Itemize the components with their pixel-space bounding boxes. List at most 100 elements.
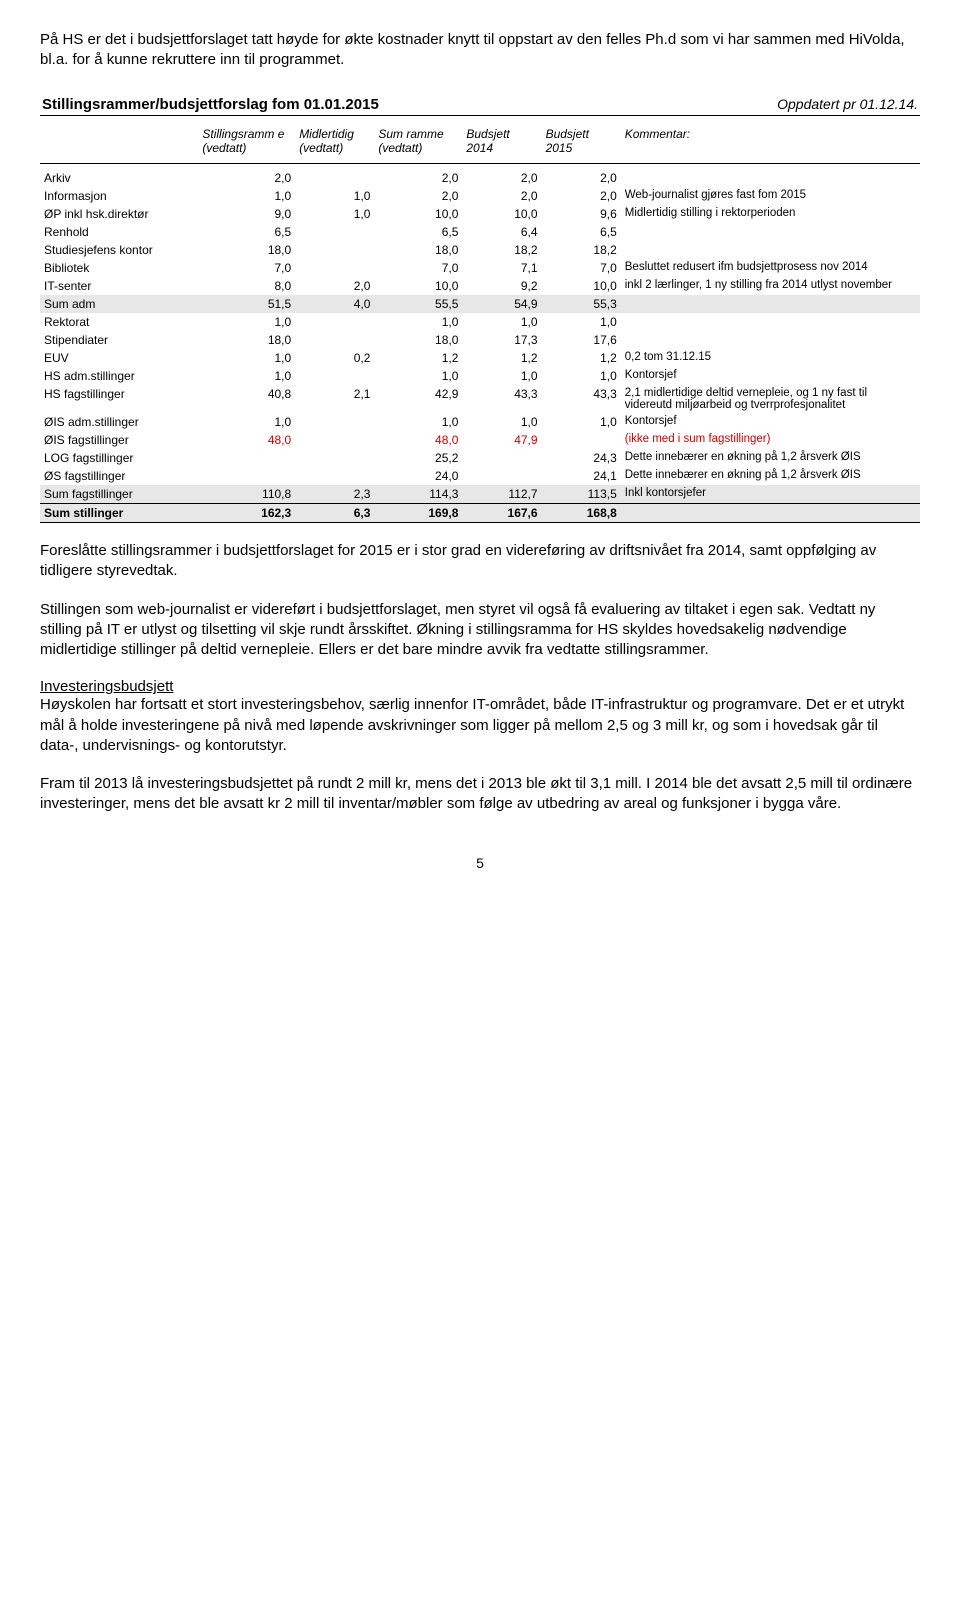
table-cell: 55,3 (542, 295, 621, 313)
table-cell: 1,2 (542, 349, 621, 367)
table-cell (295, 367, 374, 385)
table-cell: 43,3 (462, 385, 541, 413)
table-cell: 9,6 (542, 205, 621, 223)
table-cell (621, 331, 920, 349)
table-cell: Kontorsjef (621, 367, 920, 385)
table-cell: Informasjon (40, 187, 198, 205)
table-cell: 1,0 (198, 367, 295, 385)
table-cell: HS fagstillinger (40, 385, 198, 413)
table-cell (295, 241, 374, 259)
table-cell: 10,0 (374, 277, 462, 295)
th-kommentar: Kommentar: (621, 119, 920, 164)
table-cell: 1,0 (462, 313, 541, 331)
table-cell: 113,5 (542, 485, 621, 504)
table-row: HS adm.stillinger1,01,01,01,0Kontorsjef (40, 367, 920, 385)
table-cell: 10,0 (374, 205, 462, 223)
table-cell: 167,6 (462, 504, 541, 523)
table-cell: 47,9 (462, 431, 541, 449)
table-cell: 162,3 (198, 504, 295, 523)
table-row: Sum adm51,54,055,554,955,3 (40, 295, 920, 313)
table-cell: 2,0 (462, 169, 541, 187)
table-title-row: Stillingsrammer/budsjettforslag fom 01.0… (40, 93, 920, 116)
table-cell (621, 169, 920, 187)
table-row: Stipendiater18,018,017,317,6 (40, 331, 920, 349)
table-cell: 2,0 (374, 169, 462, 187)
table-cell: 2,1 midlertidige deltid vernepleie, og 1… (621, 385, 920, 413)
table-row: Studiesjefens kontor18,018,018,218,2 (40, 241, 920, 259)
table-cell: 18,2 (462, 241, 541, 259)
table-cell: 2,0 (542, 187, 621, 205)
table-cell: Bibliotek (40, 259, 198, 277)
table-cell: Stipendiater (40, 331, 198, 349)
table-cell: 25,2 (374, 449, 462, 467)
para-foreslatte: Foreslåtte stillingsrammer i budsjettfor… (40, 541, 920, 582)
table-cell: LOG fagstillinger (40, 449, 198, 467)
table-cell: 110,8 (198, 485, 295, 504)
table-cell: 2,0 (295, 277, 374, 295)
table-cell: 4,0 (295, 295, 374, 313)
para-invest-1: Høyskolen har fortsatt et stort invester… (40, 695, 920, 756)
table-cell: 1,2 (462, 349, 541, 367)
table-cell (295, 331, 374, 349)
stillingsrammer-table: Stillingsramm e (vedtatt) Midlertidig (v… (40, 119, 920, 524)
table-cell: 2,0 (374, 187, 462, 205)
th-budsjett-2014: Budsjett 2014 (462, 119, 541, 164)
intro-paragraph: På HS er det i budsjettforslaget tatt hø… (40, 30, 920, 71)
table-cell: Dette innebærer en økning på 1,2 årsverk… (621, 467, 920, 485)
table-cell: 1,0 (198, 349, 295, 367)
table-cell: Sum fagstillinger (40, 485, 198, 504)
table-cell: 8,0 (198, 277, 295, 295)
table-row: Bibliotek7,07,07,17,0Besluttet redusert … (40, 259, 920, 277)
invest-heading: Investeringsbudsjett (40, 678, 920, 695)
th-blank (40, 119, 198, 164)
table-cell: 17,6 (542, 331, 621, 349)
table-cell: 9,0 (198, 205, 295, 223)
table-cell: 40,8 (198, 385, 295, 413)
table-cell: 1,0 (462, 367, 541, 385)
table-cell (621, 295, 920, 313)
para-invest-2: Fram til 2013 lå investeringsbudsjettet … (40, 774, 920, 815)
table-cell (295, 413, 374, 431)
table-cell: 18,2 (542, 241, 621, 259)
table-cell: 1,0 (198, 413, 295, 431)
th-sum-ramme: Sum ramme (vedtatt) (374, 119, 462, 164)
table-row: HS fagstillinger40,82,142,943,343,32,1 m… (40, 385, 920, 413)
table-cell: 10,0 (462, 205, 541, 223)
th-midlertidig: Midlertidig (vedtatt) (295, 119, 374, 164)
table-cell: 168,8 (542, 504, 621, 523)
table-cell: Sum stillinger (40, 504, 198, 523)
table-cell: 48,0 (198, 431, 295, 449)
page-number: 5 (40, 855, 920, 871)
table-cell: 2,0 (462, 187, 541, 205)
table-updated: Oppdatert pr 01.12.14. (777, 96, 918, 112)
table-row: Sum fagstillinger110,82,3114,3112,7113,5… (40, 485, 920, 504)
table-cell: 1,0 (374, 413, 462, 431)
table-row: ØS fagstillinger24,024,1Dette innebærer … (40, 467, 920, 485)
table-cell: 10,0 (542, 277, 621, 295)
table-cell: 2,3 (295, 485, 374, 504)
table-cell: IT-senter (40, 277, 198, 295)
table-cell: 24,1 (542, 467, 621, 485)
table-cell: 55,5 (374, 295, 462, 313)
table-cell: 112,7 (462, 485, 541, 504)
table-cell: 1,0 (374, 367, 462, 385)
table-cell: EUV (40, 349, 198, 367)
table-cell: Midlertidig stilling i rektorperioden (621, 205, 920, 223)
table-cell: Dette innebærer en økning på 1,2 årsverk… (621, 449, 920, 467)
table-cell: 24,3 (542, 449, 621, 467)
table-cell: 1,0 (198, 187, 295, 205)
table-row: ØP inkl hsk.direktør9,01,010,010,09,6Mid… (40, 205, 920, 223)
table-cell (295, 259, 374, 277)
table-cell: 6,5 (374, 223, 462, 241)
table-cell (621, 223, 920, 241)
table-cell: Arkiv (40, 169, 198, 187)
table-cell: 7,1 (462, 259, 541, 277)
table-row: IT-senter8,02,010,09,210,0inkl 2 lærling… (40, 277, 920, 295)
table-cell: 18,0 (198, 241, 295, 259)
table-cell: 48,0 (374, 431, 462, 449)
table-row: Renhold6,56,56,46,5 (40, 223, 920, 241)
table-cell: Rektorat (40, 313, 198, 331)
table-cell (295, 449, 374, 467)
table-cell: 1,0 (198, 313, 295, 331)
table-cell (198, 467, 295, 485)
